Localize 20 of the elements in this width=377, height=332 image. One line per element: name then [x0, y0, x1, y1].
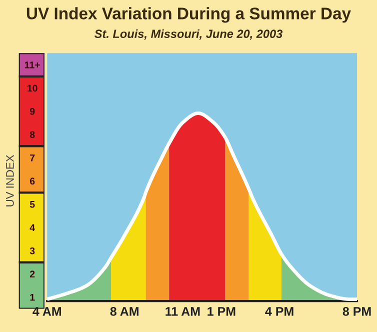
y-tick-label: 4 — [30, 224, 35, 231]
y-tick-label: 8 — [30, 131, 35, 138]
y-tick-label: 5 — [30, 201, 35, 208]
y-tick-label: 11+ — [24, 62, 40, 68]
y-tick-label: 6 — [30, 178, 35, 185]
chart-title: UV Index Variation During a Summer Day — [26, 7, 351, 23]
chart-subtitle: St. Louis, Missouri, June 20, 2003 — [94, 29, 283, 40]
x-tick-label: 11 AM — [166, 307, 200, 316]
y-tick-label: 7 — [30, 154, 35, 162]
y-tick-label: 2 — [30, 270, 35, 278]
x-tick-label: 4 AM — [32, 307, 61, 316]
x-tick-label: 1 PM — [208, 307, 236, 316]
y-tick-label: 9 — [30, 108, 35, 115]
y-tick-label: 1 — [30, 294, 35, 301]
y-tick-label: 10 — [28, 84, 38, 92]
x-tick-label: 4 PM — [265, 307, 294, 316]
x-tick-label: 8 PM — [342, 306, 371, 316]
y-tick-label: 3 — [30, 247, 35, 254]
x-tick-label: 8 AM — [110, 306, 138, 316]
y-axis-title: UV INDEX — [6, 154, 14, 206]
